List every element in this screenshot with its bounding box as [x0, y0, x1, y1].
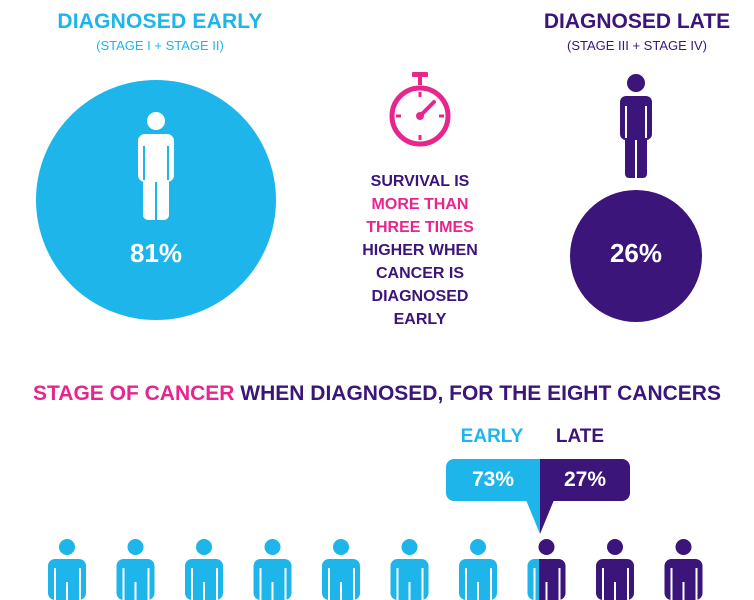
- late-label: LATE: [555, 426, 605, 447]
- stage-heading-highlight: STAGE OF CANCER: [33, 382, 235, 405]
- person-icon: [116, 539, 155, 600]
- bubble-early-segment: [446, 459, 540, 501]
- person-icon: [138, 112, 174, 220]
- late-title: DIAGNOSED LATE: [543, 10, 731, 33]
- survival-highlight-line: MORE THAN: [371, 196, 469, 213]
- person-icon: [459, 539, 497, 600]
- survival-highlight-line: THREE TIMES: [366, 219, 474, 236]
- person-icon: [48, 539, 86, 600]
- person-icon: [185, 539, 223, 600]
- survival-line: EARLY: [393, 311, 447, 328]
- stage-heading: STAGE OF CANCER WHEN DIAGNOSED, FOR THE …: [0, 382, 754, 406]
- bubble-pointer: [526, 500, 554, 534]
- early-percent: 81%: [129, 238, 183, 268]
- survival-line: HIGHER WHEN: [362, 242, 478, 259]
- person-icon: [527, 539, 566, 600]
- figure-row: [48, 539, 703, 600]
- survival-statement: SURVIVAL IS MORE THAN THREE TIMES HIGHER…: [340, 170, 500, 331]
- person-icon: [253, 539, 292, 600]
- person-icon: [322, 539, 360, 600]
- survival-line: CANCER IS: [375, 265, 464, 282]
- stage-heading-rest: WHEN DIAGNOSED, FOR THE EIGHT CANCERS: [234, 382, 721, 405]
- person-icon: [620, 74, 652, 178]
- early-stage-value: 73%: [471, 468, 515, 491]
- late-percent: 26%: [609, 238, 663, 268]
- stopwatch-icon: [389, 72, 451, 147]
- early-subtitle: (STAGE I + STAGE II): [96, 38, 224, 53]
- early-label: EARLY: [460, 426, 524, 447]
- person-icon: [664, 539, 703, 600]
- late-subtitle: (STAGE III + STAGE IV): [566, 38, 708, 53]
- late-stage-value: 27%: [563, 468, 607, 491]
- person-icon: [596, 539, 634, 600]
- late-circle: [570, 190, 702, 322]
- bubble-late-segment: [540, 459, 630, 501]
- survival-line: DIAGNOSED: [371, 288, 469, 305]
- person-icon: [390, 539, 429, 600]
- early-title: DIAGNOSED EARLY: [57, 10, 263, 33]
- survival-line: SURVIVAL IS: [370, 173, 470, 190]
